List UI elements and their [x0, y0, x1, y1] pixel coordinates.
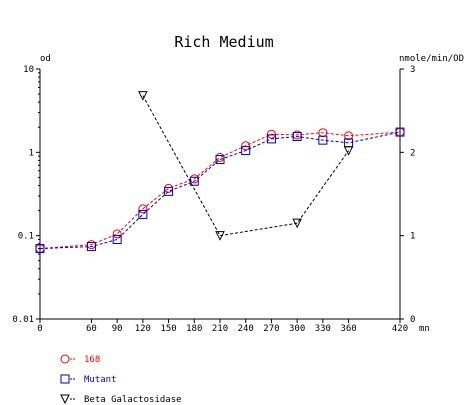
data-point	[344, 131, 354, 141]
data-point	[138, 204, 148, 214]
x-tick-label: 270	[263, 324, 279, 334]
y2-tick-label: 2	[410, 148, 415, 158]
legend-item: Mutant	[60, 374, 117, 385]
data-point	[215, 231, 225, 241]
x-tick-label: 240	[238, 324, 254, 334]
x-tick-label: 180	[186, 324, 202, 334]
data-point	[138, 209, 148, 219]
data-point	[138, 91, 148, 101]
legend-marker	[60, 354, 70, 364]
x-tick-label: 0	[37, 324, 42, 334]
data-point	[292, 218, 302, 229]
y-tick-label: 10	[23, 65, 34, 75]
x-tick-label: 210	[212, 324, 228, 334]
data-point	[112, 234, 122, 244]
series-3	[138, 91, 354, 241]
legend-label: Beta Galactosidase	[84, 395, 182, 405]
data-point	[241, 146, 251, 156]
x-tick-label: 150	[160, 324, 176, 334]
data-point	[318, 128, 328, 138]
x-tick-label: 120	[135, 324, 151, 334]
legend-label: 168	[84, 355, 100, 365]
x-tick-label: 360	[340, 324, 356, 334]
data-point	[292, 131, 302, 141]
legend-marker	[60, 394, 70, 405]
axes: 0 60 90 120 150 180 210 240 270 300 330 360 4200.010…	[12, 65, 415, 334]
legend-marker	[60, 374, 70, 384]
data-point	[241, 141, 251, 151]
y2-axis-label: nmole/min/OD	[399, 54, 464, 64]
legend: 168 Mutant Beta Galactosidase	[60, 354, 182, 405]
data-point	[318, 135, 328, 145]
series-line	[39, 131, 401, 250]
x-tick-label: 420	[392, 324, 408, 334]
y-tick-label: 1	[29, 148, 34, 158]
legend-item: 168	[60, 354, 100, 365]
chart-title: Rich Medium	[174, 33, 273, 51]
series-line	[142, 95, 349, 237]
y2-tick-label: 3	[410, 65, 415, 75]
y2-tick-label: 1	[410, 232, 415, 242]
y2-tick-label: 0	[410, 315, 415, 325]
x-tick-label: 60	[86, 324, 97, 334]
x-tick-label: 330	[315, 324, 331, 334]
x-tick-label: 90	[112, 324, 123, 334]
data-point	[164, 183, 174, 193]
data-point	[35, 244, 45, 254]
series-line	[39, 131, 401, 250]
x-axis-label: mn	[419, 324, 430, 334]
series-layer	[35, 91, 405, 254]
data-point	[266, 129, 276, 139]
data-point	[112, 229, 122, 239]
y-tick-label: 0.01	[12, 315, 34, 325]
y-tick-label: 0.1	[18, 232, 34, 242]
data-point	[86, 242, 96, 252]
y-axis-label: od	[40, 54, 51, 64]
data-point	[215, 155, 225, 165]
data-point	[343, 146, 354, 156]
legend-label: Mutant	[84, 375, 117, 385]
data-point	[215, 152, 225, 162]
x-tick-label: 300	[289, 324, 305, 334]
legend-item: Beta Galactosidase	[60, 394, 182, 405]
series-2	[35, 127, 405, 254]
data-point	[266, 134, 276, 144]
data-point	[164, 186, 174, 196]
data-point	[395, 127, 405, 137]
